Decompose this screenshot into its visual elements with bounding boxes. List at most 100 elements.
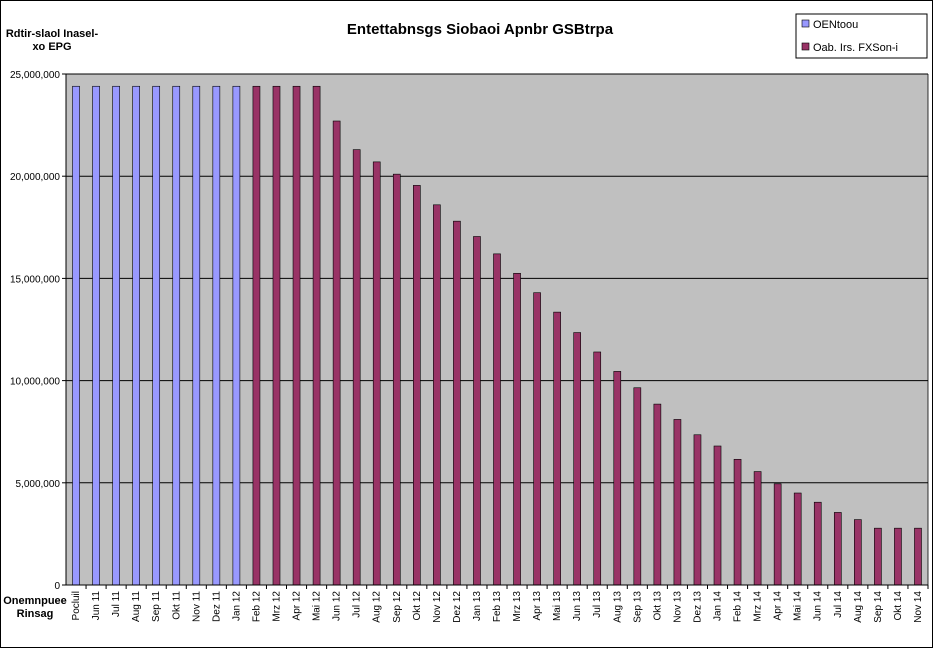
bar-post	[894, 527, 902, 586]
bar-post	[593, 351, 602, 586]
bar-post	[292, 85, 301, 586]
y-tick-label: 15,000,000	[10, 274, 60, 285]
bar-pre	[112, 85, 120, 586]
x-tick-label: Jan 12	[231, 591, 242, 621]
legend-swatch-post	[801, 42, 810, 51]
x-tick-label: Dez 13	[692, 591, 703, 623]
legend-swatch-pre	[801, 19, 810, 28]
bar-post	[633, 387, 642, 586]
y-tick-label: 5,000,000	[16, 479, 61, 490]
bar-pre	[212, 85, 221, 586]
bar-post	[874, 527, 882, 586]
x-tick-label: Sep 12	[392, 591, 403, 623]
x-tick-label: Sep 14	[873, 591, 884, 623]
x-tick-label: Nov 14	[913, 591, 924, 623]
bar-post	[613, 371, 622, 586]
bar-post	[813, 501, 822, 586]
x-tick-label: Apr 13	[532, 591, 543, 621]
bar-pre	[192, 85, 201, 586]
x-tick-label: Feb 14	[733, 591, 744, 623]
x-tick-label: Aug 13	[612, 591, 623, 623]
x-tick-label: Jul 13	[592, 591, 603, 618]
x-tick-label: Jan 13	[472, 591, 483, 621]
bar-post	[693, 434, 702, 586]
x-tick-label: Dez 12	[452, 591, 463, 623]
x-tick-label: Okt 14	[893, 591, 904, 621]
x-tick-label: Feb 13	[492, 591, 503, 623]
x-tick-label: Mrz 14	[753, 591, 764, 622]
bar-pre	[232, 85, 241, 586]
y-tick-label: 0	[54, 581, 60, 592]
x-tick-label: Apr 14	[773, 591, 784, 621]
bar-post	[733, 458, 742, 586]
x-tick-label: Dez 11	[211, 591, 222, 622]
x-tick-label: Nov 11	[191, 591, 202, 622]
legend-label-post: Oab. Irs. FXSon-i	[813, 42, 898, 54]
y-axis-label-line1: Rdtir-slaol Inasel-	[6, 28, 99, 40]
x-tick-label: Mai 14	[793, 591, 804, 621]
bar-post	[493, 253, 501, 586]
x-tick-label: Okt 13	[652, 591, 663, 621]
x-tick-label: Okt 12	[412, 591, 423, 621]
x-tick-label: Aug 12	[372, 591, 383, 623]
bar-post	[793, 492, 802, 586]
bar-post	[713, 445, 722, 586]
x-tick-label: Jun 12	[332, 591, 343, 621]
x-tick-label: Nov 13	[672, 591, 683, 623]
bar-post	[653, 403, 662, 586]
y-tick-label: 10,000,000	[10, 377, 60, 388]
bar-post	[272, 85, 281, 586]
x-tick-label: Mrz 12	[271, 591, 282, 622]
x-axis-label-line2: Rinsag	[17, 608, 54, 620]
bar-pre	[172, 85, 181, 586]
x-tick-label: Mrz 13	[512, 591, 523, 622]
bar-post	[773, 483, 782, 586]
x-tick-label: Okt 11	[171, 591, 182, 620]
x-tick-label: Jul 11	[111, 591, 122, 617]
x-tick-label: Jun 11	[91, 591, 102, 621]
x-tick-label: Jul 14	[833, 591, 844, 618]
x-tick-label: Mai 12	[312, 591, 323, 621]
x-tick-label: Pocluil	[71, 591, 82, 620]
bar-post	[533, 292, 541, 586]
x-tick-label: Sep 13	[632, 591, 643, 623]
x-tick-label: Feb 12	[251, 591, 262, 623]
x-tick-label: Apr 12	[292, 591, 303, 621]
x-tick-label: Jun 14	[813, 591, 824, 621]
bar-post	[513, 272, 521, 586]
bar-post	[914, 527, 922, 586]
chart-title: Entettabnsgs Siobaoi Apnbr GSBtrpa	[347, 21, 614, 38]
bar-post	[433, 204, 441, 586]
x-tick-label: Sep 11	[151, 591, 162, 622]
bar-pre	[152, 85, 161, 586]
bar-post	[413, 185, 421, 586]
x-tick-label: Jul 12	[352, 591, 363, 618]
x-tick-label: Nov 12	[432, 591, 443, 623]
bar-post	[854, 519, 862, 586]
y-axis-label-line2: xo EPG	[32, 41, 71, 53]
bar-post	[332, 120, 341, 586]
legend: OENtoou Oab. Irs. FXSon-i	[795, 13, 928, 59]
bar-post	[573, 332, 581, 586]
x-tick-label: Aug 14	[853, 591, 864, 623]
bar-post	[673, 419, 682, 586]
bar-pre	[92, 85, 100, 586]
x-tick-label: Aug 11	[131, 591, 142, 622]
bar-post	[312, 85, 321, 586]
x-tick-label: Jun 13	[572, 591, 583, 621]
bar-pre	[132, 85, 140, 586]
x-axis-label-line1: Onemnpuee	[3, 595, 67, 607]
x-tick-label: Jan 14	[713, 591, 724, 621]
legend-box	[795, 13, 928, 59]
bar-post	[372, 161, 381, 586]
y-tick-label: 25,000,000	[10, 70, 60, 81]
y-tick-label: 20,000,000	[10, 172, 60, 183]
bar-post	[473, 236, 481, 586]
bar-post	[553, 311, 561, 586]
bar-post	[453, 220, 461, 586]
bar-pre	[72, 85, 80, 586]
bar-post	[392, 173, 401, 586]
legend-label-pre: OENtoou	[813, 19, 858, 31]
bar-post	[833, 512, 842, 586]
